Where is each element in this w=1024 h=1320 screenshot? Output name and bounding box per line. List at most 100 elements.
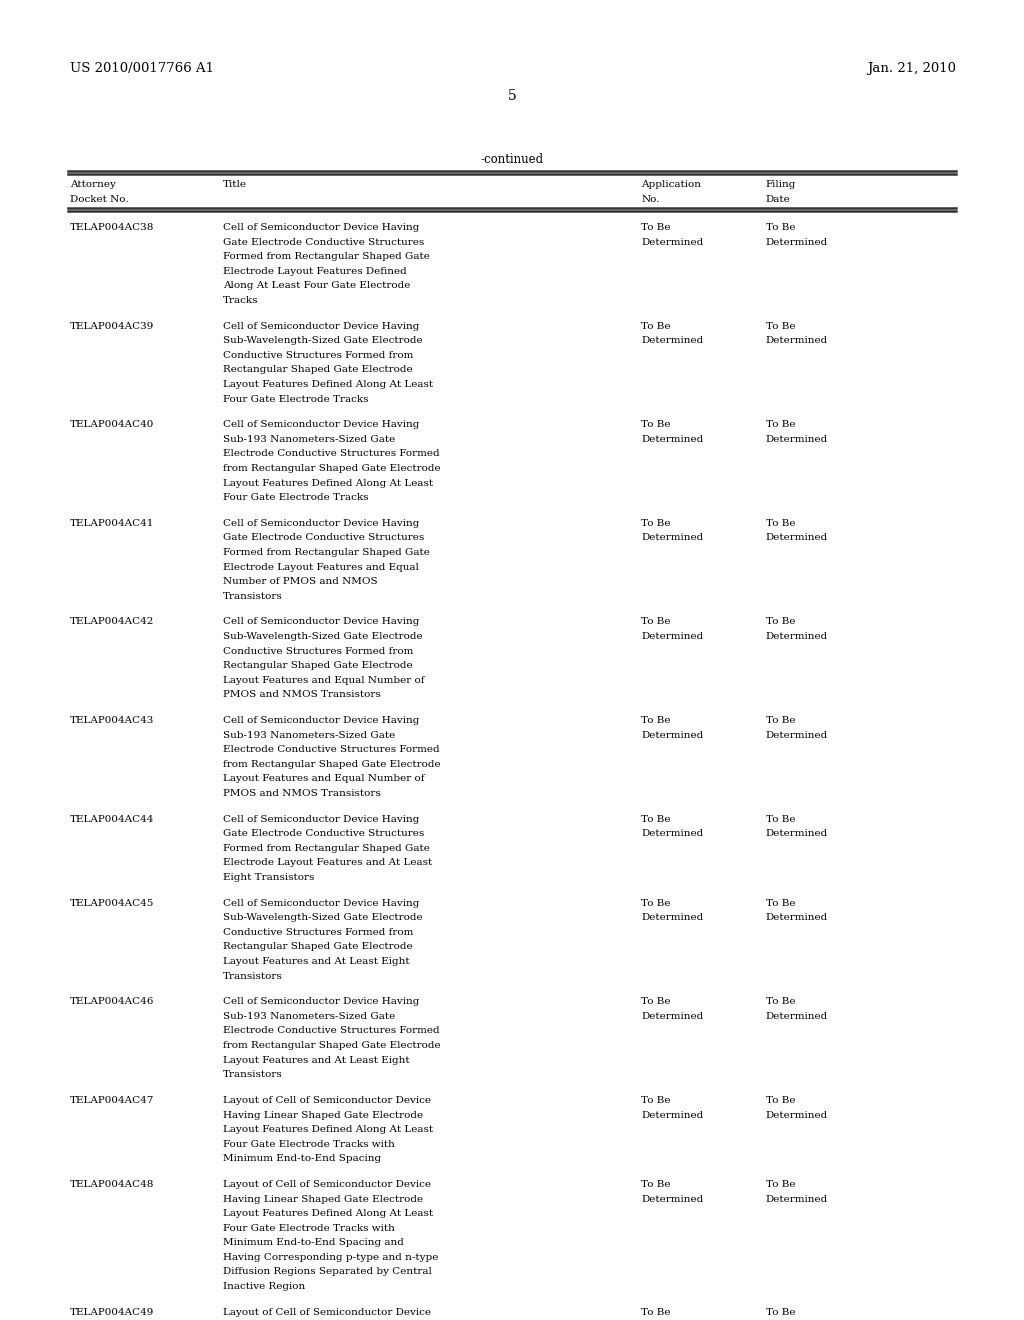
Text: To Be: To Be xyxy=(641,1096,671,1105)
Text: Four Gate Electrode Tracks: Four Gate Electrode Tracks xyxy=(223,395,369,404)
Text: Determined: Determined xyxy=(766,1195,828,1204)
Text: PMOS and NMOS Transistors: PMOS and NMOS Transistors xyxy=(223,690,381,700)
Text: Rectangular Shaped Gate Electrode: Rectangular Shaped Gate Electrode xyxy=(223,366,413,375)
Text: Conductive Structures Formed from: Conductive Structures Formed from xyxy=(223,351,414,360)
Text: Sub-Wavelength-Sized Gate Electrode: Sub-Wavelength-Sized Gate Electrode xyxy=(223,632,423,642)
Text: Minimum End-to-End Spacing: Minimum End-to-End Spacing xyxy=(223,1154,381,1163)
Text: Sub-193 Nanometers-Sized Gate: Sub-193 Nanometers-Sized Gate xyxy=(223,434,395,444)
Text: TELAP004AC49: TELAP004AC49 xyxy=(70,1308,154,1317)
Text: TELAP004AC42: TELAP004AC42 xyxy=(70,618,154,627)
Text: Determined: Determined xyxy=(766,337,828,346)
Text: TELAP004AC45: TELAP004AC45 xyxy=(70,899,154,908)
Text: Filing: Filing xyxy=(766,180,797,189)
Text: Four Gate Electrode Tracks: Four Gate Electrode Tracks xyxy=(223,494,369,502)
Text: Electrode Conductive Structures Formed: Electrode Conductive Structures Formed xyxy=(223,449,440,458)
Text: Attorney: Attorney xyxy=(70,180,116,189)
Text: Determined: Determined xyxy=(641,1195,703,1204)
Text: Determined: Determined xyxy=(766,238,828,247)
Text: Gate Electrode Conductive Structures: Gate Electrode Conductive Structures xyxy=(223,533,425,543)
Text: To Be: To Be xyxy=(766,519,796,528)
Text: Cell of Semiconductor Device Having: Cell of Semiconductor Device Having xyxy=(223,519,420,528)
Text: Docket No.: Docket No. xyxy=(70,194,128,203)
Text: Jan. 21, 2010: Jan. 21, 2010 xyxy=(867,62,956,75)
Text: To Be: To Be xyxy=(766,223,796,232)
Text: Cell of Semiconductor Device Having: Cell of Semiconductor Device Having xyxy=(223,322,420,330)
Text: Determined: Determined xyxy=(641,238,703,247)
Text: Determined: Determined xyxy=(641,632,703,642)
Text: To Be: To Be xyxy=(641,899,671,908)
Text: Gate Electrode Conductive Structures: Gate Electrode Conductive Structures xyxy=(223,829,425,838)
Text: Sub-193 Nanometers-Sized Gate: Sub-193 Nanometers-Sized Gate xyxy=(223,1012,395,1020)
Text: Layout of Cell of Semiconductor Device: Layout of Cell of Semiconductor Device xyxy=(223,1308,431,1317)
Text: To Be: To Be xyxy=(641,420,671,429)
Text: Electrode Layout Features and Equal: Electrode Layout Features and Equal xyxy=(223,562,419,572)
Text: Cell of Semiconductor Device Having: Cell of Semiconductor Device Having xyxy=(223,420,420,429)
Text: Cell of Semiconductor Device Having: Cell of Semiconductor Device Having xyxy=(223,899,420,908)
Text: Layout of Cell of Semiconductor Device: Layout of Cell of Semiconductor Device xyxy=(223,1180,431,1189)
Text: TELAP004AC46: TELAP004AC46 xyxy=(70,998,154,1006)
Text: TELAP004AC38: TELAP004AC38 xyxy=(70,223,154,232)
Text: from Rectangular Shaped Gate Electrode: from Rectangular Shaped Gate Electrode xyxy=(223,760,441,768)
Text: Application: Application xyxy=(641,180,701,189)
Text: Conductive Structures Formed from: Conductive Structures Formed from xyxy=(223,928,414,937)
Text: Having Linear Shaped Gate Electrode: Having Linear Shaped Gate Electrode xyxy=(223,1195,423,1204)
Text: Conductive Structures Formed from: Conductive Structures Formed from xyxy=(223,647,414,656)
Text: To Be: To Be xyxy=(766,998,796,1006)
Text: Layout Features Defined Along At Least: Layout Features Defined Along At Least xyxy=(223,380,433,389)
Text: Sub-Wavelength-Sized Gate Electrode: Sub-Wavelength-Sized Gate Electrode xyxy=(223,337,423,346)
Text: Having Linear Shaped Gate Electrode: Having Linear Shaped Gate Electrode xyxy=(223,1110,423,1119)
Text: To Be: To Be xyxy=(766,814,796,824)
Text: To Be: To Be xyxy=(641,715,671,725)
Text: Cell of Semiconductor Device Having: Cell of Semiconductor Device Having xyxy=(223,618,420,627)
Text: Sub-Wavelength-Sized Gate Electrode: Sub-Wavelength-Sized Gate Electrode xyxy=(223,913,423,923)
Text: TELAP004AC39: TELAP004AC39 xyxy=(70,322,154,330)
Text: PMOS and NMOS Transistors: PMOS and NMOS Transistors xyxy=(223,789,381,799)
Text: Determined: Determined xyxy=(641,533,703,543)
Text: Determined: Determined xyxy=(641,731,703,739)
Text: Layout Features and Equal Number of: Layout Features and Equal Number of xyxy=(223,676,425,685)
Text: Formed from Rectangular Shaped Gate: Formed from Rectangular Shaped Gate xyxy=(223,252,430,261)
Text: Layout Features Defined Along At Least: Layout Features Defined Along At Least xyxy=(223,479,433,487)
Text: TELAP004AC44: TELAP004AC44 xyxy=(70,814,154,824)
Text: Cell of Semiconductor Device Having: Cell of Semiconductor Device Having xyxy=(223,223,420,232)
Text: from Rectangular Shaped Gate Electrode: from Rectangular Shaped Gate Electrode xyxy=(223,1041,441,1049)
Text: Eight Transistors: Eight Transistors xyxy=(223,873,314,882)
Text: Determined: Determined xyxy=(766,731,828,739)
Text: Determined: Determined xyxy=(766,434,828,444)
Text: To Be: To Be xyxy=(766,1096,796,1105)
Text: Inactive Region: Inactive Region xyxy=(223,1282,305,1291)
Text: Tracks: Tracks xyxy=(223,296,259,305)
Text: Determined: Determined xyxy=(766,632,828,642)
Text: Determined: Determined xyxy=(641,1110,703,1119)
Text: Determined: Determined xyxy=(766,913,828,923)
Text: Determined: Determined xyxy=(641,337,703,346)
Text: Determined: Determined xyxy=(766,1110,828,1119)
Text: To Be: To Be xyxy=(766,1308,796,1317)
Text: Determined: Determined xyxy=(766,1012,828,1020)
Text: from Rectangular Shaped Gate Electrode: from Rectangular Shaped Gate Electrode xyxy=(223,463,441,473)
Text: Transistors: Transistors xyxy=(223,1071,283,1080)
Text: To Be: To Be xyxy=(766,899,796,908)
Text: TELAP004AC48: TELAP004AC48 xyxy=(70,1180,154,1189)
Text: US 2010/0017766 A1: US 2010/0017766 A1 xyxy=(70,62,214,75)
Text: To Be: To Be xyxy=(766,420,796,429)
Text: To Be: To Be xyxy=(641,519,671,528)
Text: TELAP004AC41: TELAP004AC41 xyxy=(70,519,154,528)
Text: To Be: To Be xyxy=(641,322,671,330)
Text: Layout Features and At Least Eight: Layout Features and At Least Eight xyxy=(223,957,410,966)
Text: No.: No. xyxy=(641,194,659,203)
Text: Formed from Rectangular Shaped Gate: Formed from Rectangular Shaped Gate xyxy=(223,843,430,853)
Text: Layout Features and Equal Number of: Layout Features and Equal Number of xyxy=(223,775,425,783)
Text: Number of PMOS and NMOS: Number of PMOS and NMOS xyxy=(223,577,378,586)
Text: Transistors: Transistors xyxy=(223,972,283,981)
Text: Date: Date xyxy=(766,194,791,203)
Text: Electrode Conductive Structures Formed: Electrode Conductive Structures Formed xyxy=(223,746,440,754)
Text: Layout Features and At Least Eight: Layout Features and At Least Eight xyxy=(223,1056,410,1065)
Text: To Be: To Be xyxy=(641,618,671,627)
Text: Formed from Rectangular Shaped Gate: Formed from Rectangular Shaped Gate xyxy=(223,548,430,557)
Text: Determined: Determined xyxy=(641,434,703,444)
Text: Four Gate Electrode Tracks with: Four Gate Electrode Tracks with xyxy=(223,1224,395,1233)
Text: Rectangular Shaped Gate Electrode: Rectangular Shaped Gate Electrode xyxy=(223,942,413,952)
Text: Layout Features Defined Along At Least: Layout Features Defined Along At Least xyxy=(223,1209,433,1218)
Text: Determined: Determined xyxy=(766,829,828,838)
